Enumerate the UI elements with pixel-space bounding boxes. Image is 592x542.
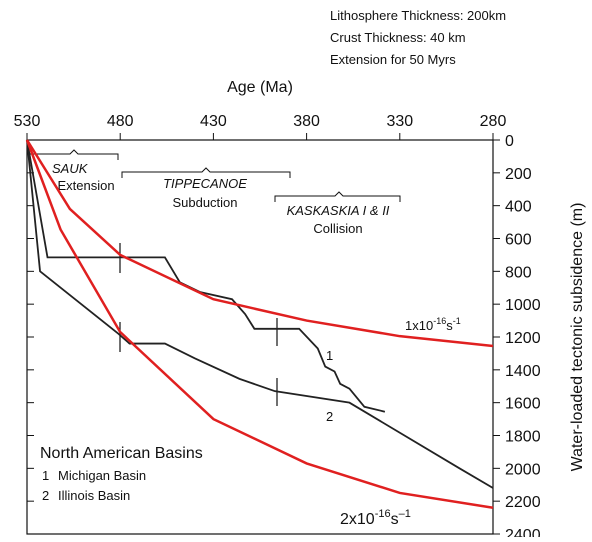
series-line [26,139,494,489]
legend-entry: Michigan Basin [58,468,146,483]
series-line [26,139,386,413]
annotation-event: Subduction [172,195,237,210]
y-tick-label: 200 [505,166,532,183]
legend-label: 2 [42,488,49,503]
header-line: Lithosphere Thickness: 200km [330,8,506,23]
rate-unit: s [446,318,453,333]
rate-exp: -16 [375,508,391,520]
legend-title: North American Basins [40,445,203,462]
x-axis-label: Age (Ma) [227,79,293,96]
y-tick-label: 600 [505,232,532,249]
series-line [25,139,494,348]
bracket [274,191,401,202]
y-tick-label: 1200 [505,330,541,347]
annotation-name: TIPPECANOE [163,176,247,191]
y-tick-label: 400 [505,199,532,216]
rate-unit-exp: -1 [453,316,461,326]
y-tick-label: 2200 [505,494,541,511]
annotation-event: Collision [313,221,362,236]
x-tick-label: 330 [386,113,413,130]
bracket [29,149,119,160]
y-tick-label: 0 [505,133,514,150]
series-line [25,139,494,509]
annotation-event: Extension [57,178,114,193]
rate-label: 2x10-16s–1 [340,508,411,528]
rate-base: 1x10 [405,318,433,333]
y-tick-label: 1600 [505,396,541,413]
header-line: Extension for 50 Myrs [330,52,456,67]
annotation-name: KASKASKIA I & II [287,203,390,218]
rate-base: 2x10 [340,511,375,528]
rate-unit: s [391,511,399,528]
x-tick-label: 480 [107,113,134,130]
y-tick-label: 2000 [505,461,541,478]
y-tick-label: 1800 [505,429,541,446]
legend-entry: Illinois Basin [58,488,130,503]
x-tick-label: 530 [14,113,41,130]
y-tick-label: 800 [505,264,532,281]
x-tick-label: 280 [480,113,507,130]
curve-label: 2 [326,409,333,424]
rate-unit-exp: –1 [399,508,411,520]
y-tick-label: 1000 [505,297,541,314]
y-tick-label: 2400 [505,527,541,537]
header-line: Crust Thickness: 40 km [330,30,466,45]
y-tick-label: 1400 [505,363,541,380]
bracket [121,167,291,178]
x-tick-label: 430 [200,113,227,130]
rate-label: 1x10-16s-1 [405,316,461,333]
x-tick-label: 380 [293,113,320,130]
rate-exp: -16 [433,316,446,326]
y-axis-label: Water-loaded tectonic subsidence (m) [569,203,586,472]
legend-label: 1 [42,468,49,483]
time-marker [119,243,278,406]
annotation-name: SAUK [52,161,89,176]
curve-label: 1 [326,348,333,363]
